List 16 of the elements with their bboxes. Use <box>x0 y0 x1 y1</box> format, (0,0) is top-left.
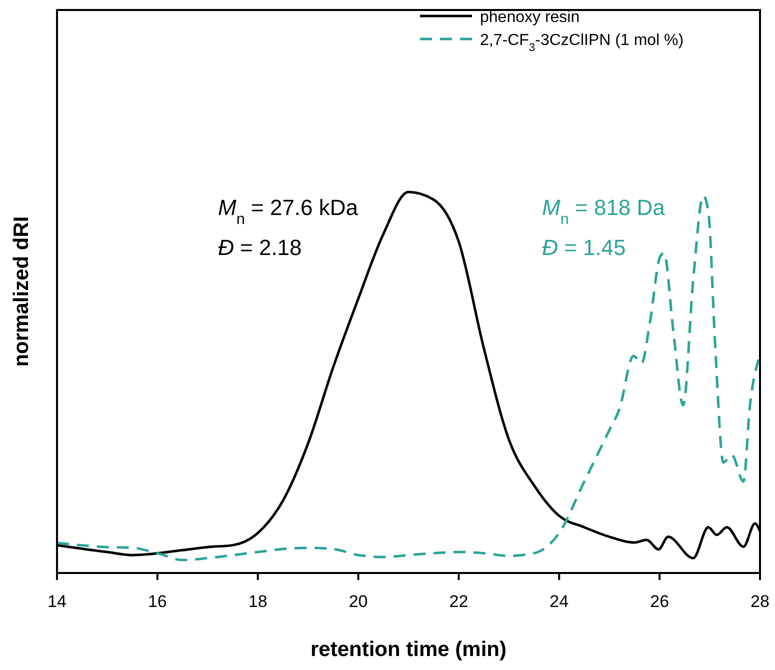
x-tick-label: 18 <box>248 592 268 611</box>
x-tick-label: 20 <box>348 592 368 611</box>
x-tick-label: 16 <box>148 592 167 611</box>
x-tick-label: 22 <box>449 592 468 611</box>
x-tick-label: 24 <box>550 592 569 611</box>
x-tick-label: 26 <box>650 592 670 611</box>
annotation: M$_{n}$ = 27.6 kDa <box>218 195 359 228</box>
x-tick-label: 28 <box>750 592 770 611</box>
legend-label: 2,7-CF$_{3}$-3CzClIPN (1 mol %) <box>480 32 684 54</box>
x-axis-title: retention time (min) <box>310 638 507 661</box>
x-tick-label: 14 <box>48 592 66 611</box>
annotation: Đ = 2.18 <box>218 235 302 260</box>
annotation: M$_{n}$ = 818 Da <box>542 195 666 228</box>
y-axis-title: normalized dRI <box>10 216 33 367</box>
legend-label: phenoxy resin <box>480 9 580 26</box>
annotation: Đ = 1.45 <box>542 235 626 260</box>
